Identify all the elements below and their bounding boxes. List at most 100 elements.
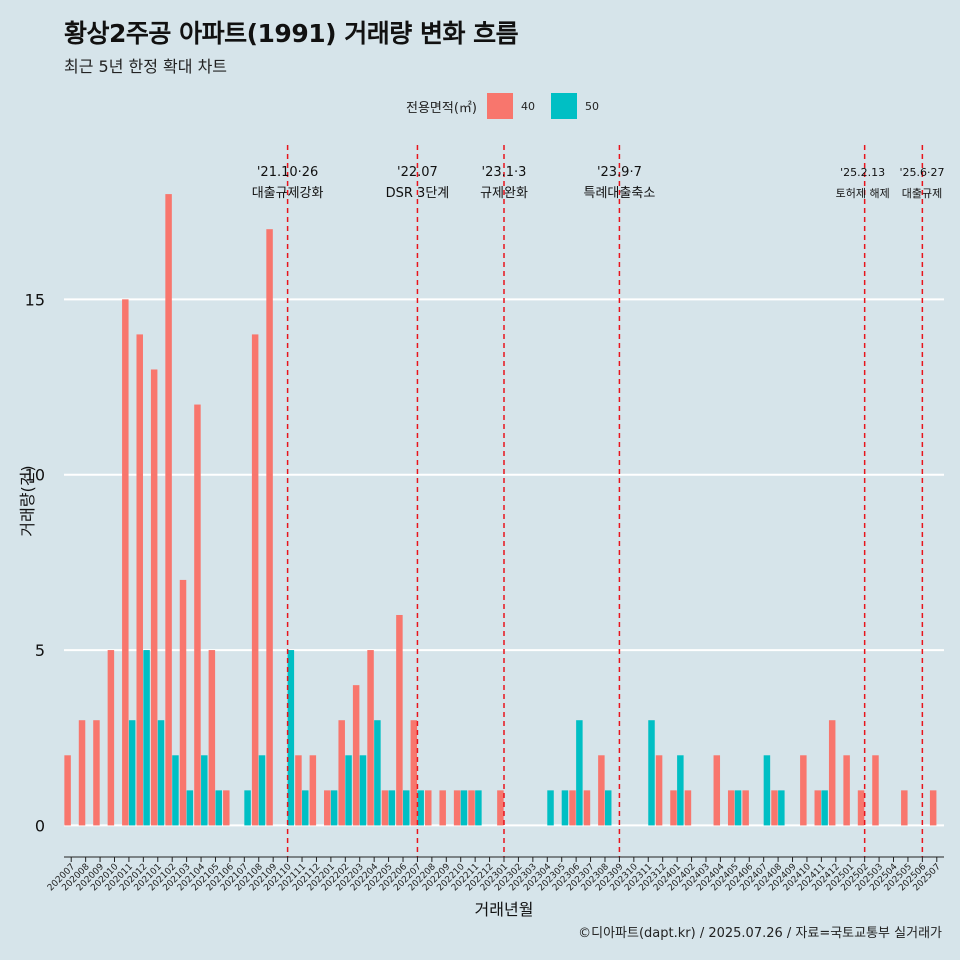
bar-202301-40 [497, 790, 504, 826]
bar-202111-50 [302, 790, 309, 826]
bar-202108-50 [258, 755, 266, 826]
bar-202007-40 [64, 755, 71, 826]
legend-key-40 [486, 93, 513, 119]
bar-202411-40 [814, 790, 822, 826]
bar-202202-40 [338, 720, 345, 826]
event-date-202110: '21.10·26 [257, 165, 318, 180]
bar-202104-50 [201, 755, 208, 826]
x-axis-title: 거래년월 [475, 900, 534, 919]
bar-202107-50 [244, 790, 251, 826]
y-tick-label: 10 [25, 466, 45, 485]
bar-202305-50 [561, 790, 569, 826]
bar-202108-40 [251, 334, 259, 826]
legend-label-40: 40 [520, 99, 535, 113]
bar-202205-40 [381, 790, 389, 826]
bar-202210-50 [460, 790, 468, 826]
bar-202009-40 [93, 720, 100, 826]
bar-202505-40 [901, 790, 908, 826]
bar-202106-40 [223, 790, 230, 826]
chart-subtitle: 최근 5년 한정 확대 차트 [64, 57, 228, 76]
bar-202308-40 [598, 755, 605, 826]
bar-202203-50 [359, 755, 367, 826]
event-label-202309: 특례대출축소 [584, 186, 656, 201]
bar-202211-40 [468, 790, 475, 826]
bar-202408-50 [778, 790, 785, 826]
y-tick-label: 0 [35, 816, 45, 835]
bar-202308-50 [604, 790, 612, 826]
source-caption: ©디아파트(dapt.kr) / 2025.07.26 / 자료=국토교통부 실… [578, 926, 942, 941]
legend-key-50 [550, 93, 577, 119]
bar-202401-50 [677, 755, 684, 826]
bar-202402-40 [684, 790, 692, 826]
event-date-202301: '23.1·3 [482, 165, 527, 180]
bar-202102-40 [165, 194, 172, 826]
bar-202010-40 [107, 650, 115, 826]
bar-202008-40 [78, 720, 86, 826]
bar-202103-40 [179, 579, 187, 826]
bar-202207-40 [410, 720, 418, 826]
bar-202306-50 [576, 720, 583, 826]
event-label-202301: 규제완화 [480, 186, 528, 201]
event-date-202506: '25.6·27 [899, 166, 944, 179]
bar-202401-40 [670, 790, 677, 826]
bar-202206-40 [396, 614, 403, 826]
y-tick-label: 5 [35, 641, 45, 660]
bar-202105-50 [215, 790, 222, 826]
bar-202306-40 [569, 790, 576, 826]
bar-202209-40 [439, 790, 446, 826]
bar-202112-40 [309, 755, 317, 826]
event-label-202110: 대출규제강화 [252, 186, 324, 201]
bar-202207-50 [417, 790, 424, 826]
bars [64, 194, 937, 826]
bar-202201-50 [330, 790, 338, 826]
event-label-202502: 토허제 해제 [836, 186, 890, 200]
bar-202205-50 [388, 790, 396, 826]
event-date-202502: '25.2.13 [840, 166, 885, 179]
y-tick-label: 15 [25, 290, 45, 309]
bar-202405-50 [734, 790, 742, 826]
bar-202208-40 [425, 790, 432, 826]
bar-202307-40 [583, 790, 591, 826]
event-label-202506: 대출규제 [902, 187, 942, 200]
chart-title: 황상2주공 아파트(1991) 거래량 변화 흐름 [64, 19, 519, 48]
bar-202111-40 [295, 755, 302, 826]
bar-202408-40 [771, 790, 778, 826]
axes: 0510152020072020082020092020102020112020… [18, 290, 944, 919]
event-label-202207: DSR 3단계 [386, 186, 450, 201]
bar-202101-40 [150, 369, 158, 826]
bar-202206-50 [403, 790, 410, 826]
bar-202501-40 [843, 755, 850, 826]
bar-202211-50 [475, 790, 482, 826]
bar-202507-40 [929, 790, 937, 826]
bar-202411-50 [821, 790, 828, 826]
bar-202109-40 [266, 229, 273, 826]
bar-202011-50 [128, 720, 136, 826]
bar-202202-50 [345, 755, 352, 826]
bar-202103-50 [186, 790, 194, 826]
bar-202101-50 [157, 720, 165, 826]
bar-202412-40 [828, 720, 836, 826]
bar-202407-50 [763, 755, 771, 826]
bar-202312-40 [655, 755, 663, 826]
bar-202404-40 [713, 755, 721, 826]
bar-202410-40 [800, 755, 807, 826]
bar-202012-50 [143, 650, 150, 826]
bar-202203-40 [352, 685, 360, 826]
bar-202311-50 [648, 720, 655, 826]
event-markers: '21.10·26 대출규제강화 '22.07 DSR 3단계 '23.1·3 규제완화 '… [252, 145, 945, 857]
bar-202503-40 [872, 755, 879, 826]
bar-202104-40 [194, 404, 201, 826]
event-date-202309: '23.9·7 [597, 165, 642, 180]
y-axis-title: 거래량(건) [18, 465, 37, 536]
bar-202405-40 [727, 790, 735, 826]
bar-202105-40 [208, 650, 216, 826]
bar-202201-40 [324, 790, 331, 826]
bar-202304-50 [547, 790, 554, 826]
bar-202406-40 [742, 790, 749, 826]
legend-title: 전용면적(㎡) [406, 100, 477, 116]
event-date-202207: '22.07 [397, 165, 438, 180]
bar-202102-50 [172, 755, 179, 826]
bar-202204-50 [374, 720, 381, 826]
bar-202012-40 [136, 334, 143, 826]
